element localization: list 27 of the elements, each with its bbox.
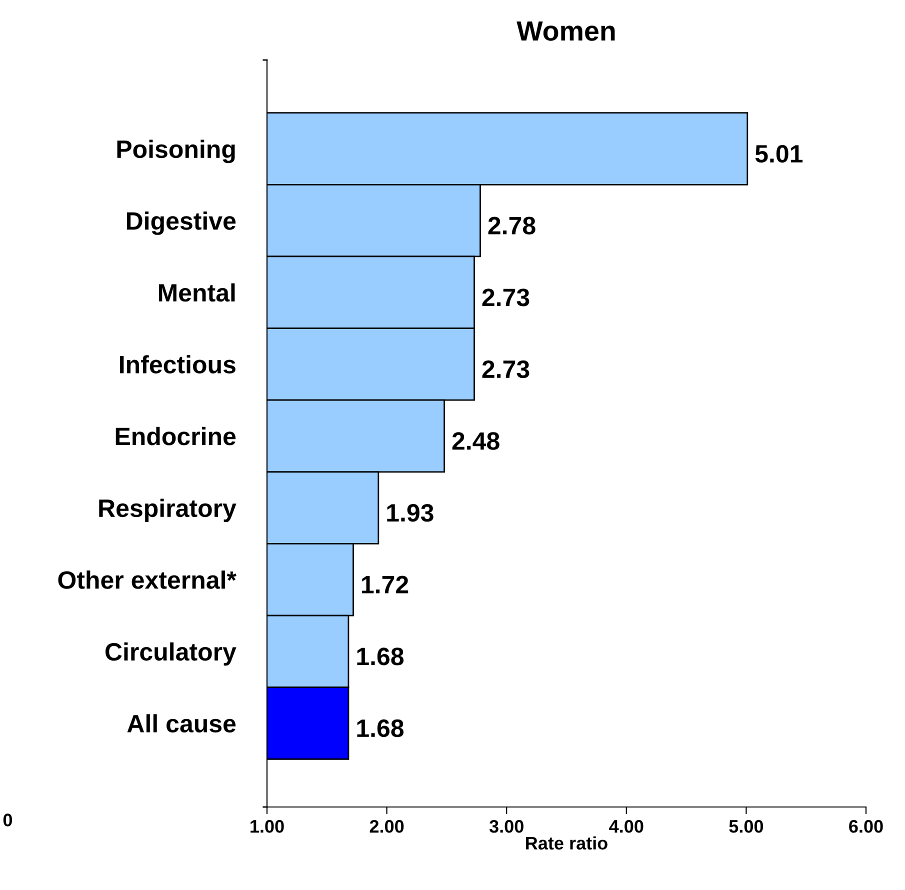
x-tick-label: 6.00 — [849, 820, 883, 833]
x-tick-label: 4.00 — [609, 820, 644, 833]
y-tick-label: Poisoning — [117, 140, 235, 164]
data-label: 2.73 — [482, 288, 530, 306]
data-label: 1.68 — [357, 648, 404, 666]
data-label: 1.72 — [362, 576, 408, 594]
x-tick-label: 3.00 — [489, 820, 524, 833]
y-tick-label: Infectious — [120, 355, 236, 374]
y-tick-label: Circulatory — [105, 642, 236, 666]
y-tick-label: Other external* — [58, 570, 236, 589]
data-label: 1.93 — [387, 504, 434, 522]
data-label: 1.68 — [357, 719, 404, 738]
x-axis-title: Rate ratio — [526, 836, 608, 850]
y-tick-label: Endocrine — [116, 426, 236, 446]
x-tick-label: 2.00 — [370, 820, 404, 833]
x-tick-label: 1.00 — [250, 820, 284, 833]
y-tick-label: Respiratory — [99, 498, 236, 522]
data-label: 2.78 — [488, 216, 536, 234]
y-tick-label: Mental — [158, 283, 235, 302]
data-label: 2.48 — [452, 432, 500, 450]
data-label: 5.01 — [755, 144, 803, 163]
chart-title: Women — [516, 21, 615, 41]
x-tick-label: 5.00 — [729, 820, 764, 833]
text: 0 — [3, 814, 12, 826]
y-tick-label: Digestive — [126, 212, 236, 235]
data-label: 2.73 — [482, 360, 530, 378]
y-tick-label: All cause — [127, 714, 236, 733]
